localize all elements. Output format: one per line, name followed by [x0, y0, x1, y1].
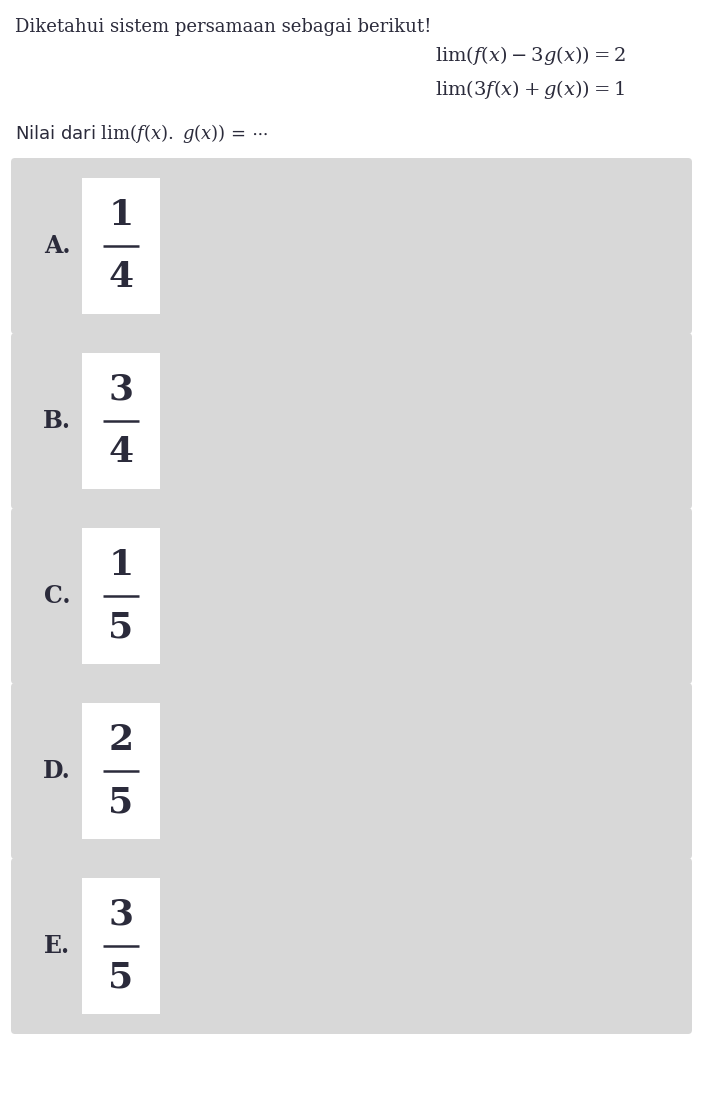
- Text: 4: 4: [108, 436, 134, 470]
- Text: C.: C.: [44, 584, 70, 608]
- Text: 5: 5: [108, 960, 134, 994]
- Text: E.: E.: [44, 934, 70, 958]
- FancyBboxPatch shape: [82, 703, 160, 839]
- FancyBboxPatch shape: [82, 528, 160, 664]
- Text: B.: B.: [43, 409, 71, 433]
- Text: 2: 2: [108, 723, 134, 757]
- Text: $\mathrm{lim}(3f(x) + g(x)) = 1$: $\mathrm{lim}(3f(x) + g(x)) = 1$: [435, 78, 625, 101]
- Text: Nilai dari $\mathrm{lim}(f(x).\ g(x))$ = $\cdots$: Nilai dari $\mathrm{lim}(f(x).\ g(x))$ =…: [15, 122, 268, 145]
- Text: 5: 5: [108, 785, 134, 819]
- Text: 1: 1: [108, 547, 134, 581]
- Text: D.: D.: [43, 759, 71, 783]
- FancyBboxPatch shape: [82, 353, 160, 489]
- FancyBboxPatch shape: [11, 508, 692, 685]
- FancyBboxPatch shape: [11, 683, 692, 859]
- Text: $\mathrm{lim}(f(x) - 3g(x)) = 2$: $\mathrm{lim}(f(x) - 3g(x)) = 2$: [434, 44, 626, 67]
- Text: Diketahui sistem persamaan sebagai berikut!: Diketahui sistem persamaan sebagai berik…: [15, 18, 432, 36]
- Text: 3: 3: [108, 897, 134, 931]
- FancyBboxPatch shape: [82, 878, 160, 1014]
- Text: 5: 5: [108, 610, 134, 644]
- FancyBboxPatch shape: [11, 158, 692, 333]
- Text: 1: 1: [108, 197, 134, 231]
- FancyBboxPatch shape: [11, 333, 692, 509]
- Text: 3: 3: [108, 373, 134, 407]
- FancyBboxPatch shape: [11, 858, 692, 1034]
- Text: 4: 4: [108, 260, 134, 294]
- Text: A.: A.: [44, 234, 70, 258]
- FancyBboxPatch shape: [82, 178, 160, 314]
